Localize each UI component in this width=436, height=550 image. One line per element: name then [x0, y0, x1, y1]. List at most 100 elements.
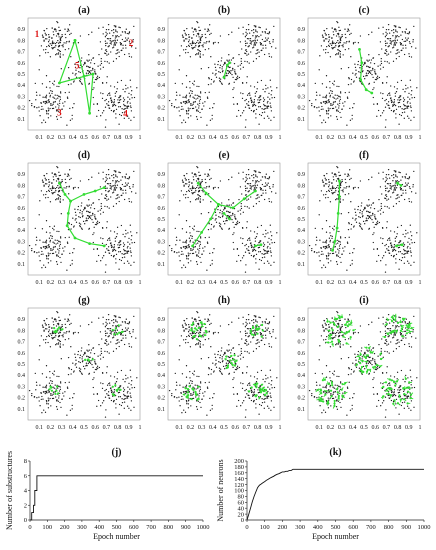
- data-point: [400, 189, 402, 191]
- data-point: [401, 108, 403, 110]
- data-point: [70, 368, 73, 371]
- data-point: [38, 214, 40, 216]
- data-point: [208, 338, 210, 340]
- data-point: [394, 42, 396, 44]
- data-point: [125, 378, 127, 380]
- data-point: [62, 334, 64, 336]
- data-point: [51, 42, 53, 45]
- data-point: [238, 317, 240, 319]
- data-point: [59, 29, 62, 32]
- data-point: [382, 178, 384, 180]
- data-point: [227, 60, 229, 62]
- data-point: [394, 187, 396, 189]
- data-point: [115, 398, 118, 401]
- y-tick-label: 0.5: [298, 72, 306, 78]
- data-point: [193, 229, 195, 231]
- data-point: [56, 20, 58, 23]
- data-point: [58, 107, 60, 109]
- data-point: [252, 395, 254, 397]
- y-tick-label: 0.4: [18, 228, 26, 234]
- data-point: [321, 122, 323, 124]
- data-point: [114, 180, 117, 182]
- data-point: [178, 359, 180, 361]
- data-point: [115, 262, 117, 264]
- data-point: [51, 252, 54, 255]
- data-point: [126, 106, 128, 108]
- data-point: [175, 389, 177, 391]
- data-point: [57, 52, 60, 54]
- data-point: [219, 209, 222, 211]
- data-point: [256, 81, 259, 83]
- data-point: [409, 98, 411, 100]
- data-point: [361, 213, 363, 215]
- data-point: [376, 115, 378, 117]
- data-point: [329, 96, 331, 98]
- data-point: [410, 94, 412, 96]
- data-point: [105, 318, 108, 321]
- data-point: [256, 180, 258, 182]
- data-point: [332, 107, 335, 110]
- data-point: [49, 80, 51, 83]
- data-point: [390, 43, 392, 45]
- data-point: [198, 36, 200, 38]
- data-point: [116, 329, 119, 331]
- data-point: [233, 377, 235, 379]
- data-point: [392, 29, 395, 31]
- data-point: [129, 42, 131, 45]
- data-point: [347, 66, 350, 69]
- data-point: [112, 29, 115, 31]
- data-point: [179, 115, 181, 117]
- data-point: [392, 174, 395, 176]
- data-point: [399, 42, 401, 44]
- data-point: [128, 33, 130, 35]
- network-node: [338, 195, 341, 199]
- data-point: [62, 344, 64, 346]
- data-point: [398, 268, 400, 270]
- data-point: [185, 324, 187, 326]
- x-tick-label: 0.2: [327, 135, 335, 141]
- data-point: [228, 361, 230, 363]
- data-point: [348, 77, 350, 79]
- data-point: [337, 177, 340, 180]
- data-point: [42, 96, 44, 98]
- data-point: [262, 97, 265, 99]
- data-point: [337, 184, 339, 187]
- data-point: [58, 397, 60, 399]
- network-node: [399, 184, 403, 187]
- data-point: [200, 329, 202, 332]
- scatter-panel-b: (b)0.1 0.2 0.3 0.4 0.5 0.6 0.7 0.8 0.9 10.10.20.3…: [158, 5, 282, 141]
- data-point: [51, 40, 54, 42]
- data-point: [88, 71, 90, 73]
- data-point: [50, 115, 52, 117]
- data-point: [104, 106, 107, 108]
- data-point: [320, 247, 322, 249]
- data-point: [86, 59, 88, 61]
- data-point: [107, 313, 110, 316]
- data-point: [81, 57, 83, 59]
- data-point: [186, 27, 188, 30]
- data-point: [265, 318, 267, 320]
- data-point: [126, 102, 129, 104]
- data-point: [184, 101, 186, 103]
- data-point: [221, 361, 224, 363]
- data-point: [242, 316, 244, 318]
- data-point: [240, 202, 242, 205]
- data-point: [346, 185, 348, 188]
- data-point: [196, 310, 198, 313]
- data-point: [240, 60, 242, 62]
- data-point: [275, 47, 277, 49]
- data-point: [251, 185, 253, 187]
- data-point: [218, 361, 220, 363]
- y-tick-label: 0.8: [298, 38, 306, 44]
- data-point: [185, 385, 187, 388]
- data-point: [46, 172, 48, 175]
- data-point: [57, 184, 59, 187]
- data-point: [68, 193, 70, 195]
- data-point: [124, 44, 127, 46]
- network-edge: [70, 187, 105, 202]
- y-tick-label: 0.7: [298, 50, 306, 56]
- data-point: [118, 258, 121, 261]
- data-point: [46, 256, 48, 258]
- data-point: [260, 187, 263, 190]
- data-point: [244, 99, 246, 102]
